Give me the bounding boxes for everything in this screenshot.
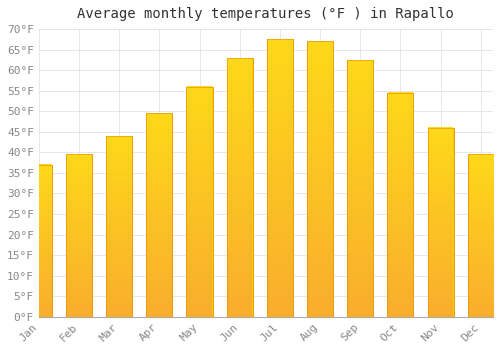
Bar <box>347 60 374 317</box>
Bar <box>428 128 454 317</box>
Bar <box>26 165 52 317</box>
Bar <box>66 154 92 317</box>
Bar <box>388 93 413 317</box>
Bar <box>267 39 293 317</box>
Bar <box>186 86 212 317</box>
Bar <box>226 58 253 317</box>
Bar <box>307 41 333 317</box>
Bar <box>146 113 172 317</box>
Bar <box>106 136 132 317</box>
Bar <box>468 154 494 317</box>
Title: Average monthly temperatures (°F ) in Rapallo: Average monthly temperatures (°F ) in Ra… <box>78 7 454 21</box>
